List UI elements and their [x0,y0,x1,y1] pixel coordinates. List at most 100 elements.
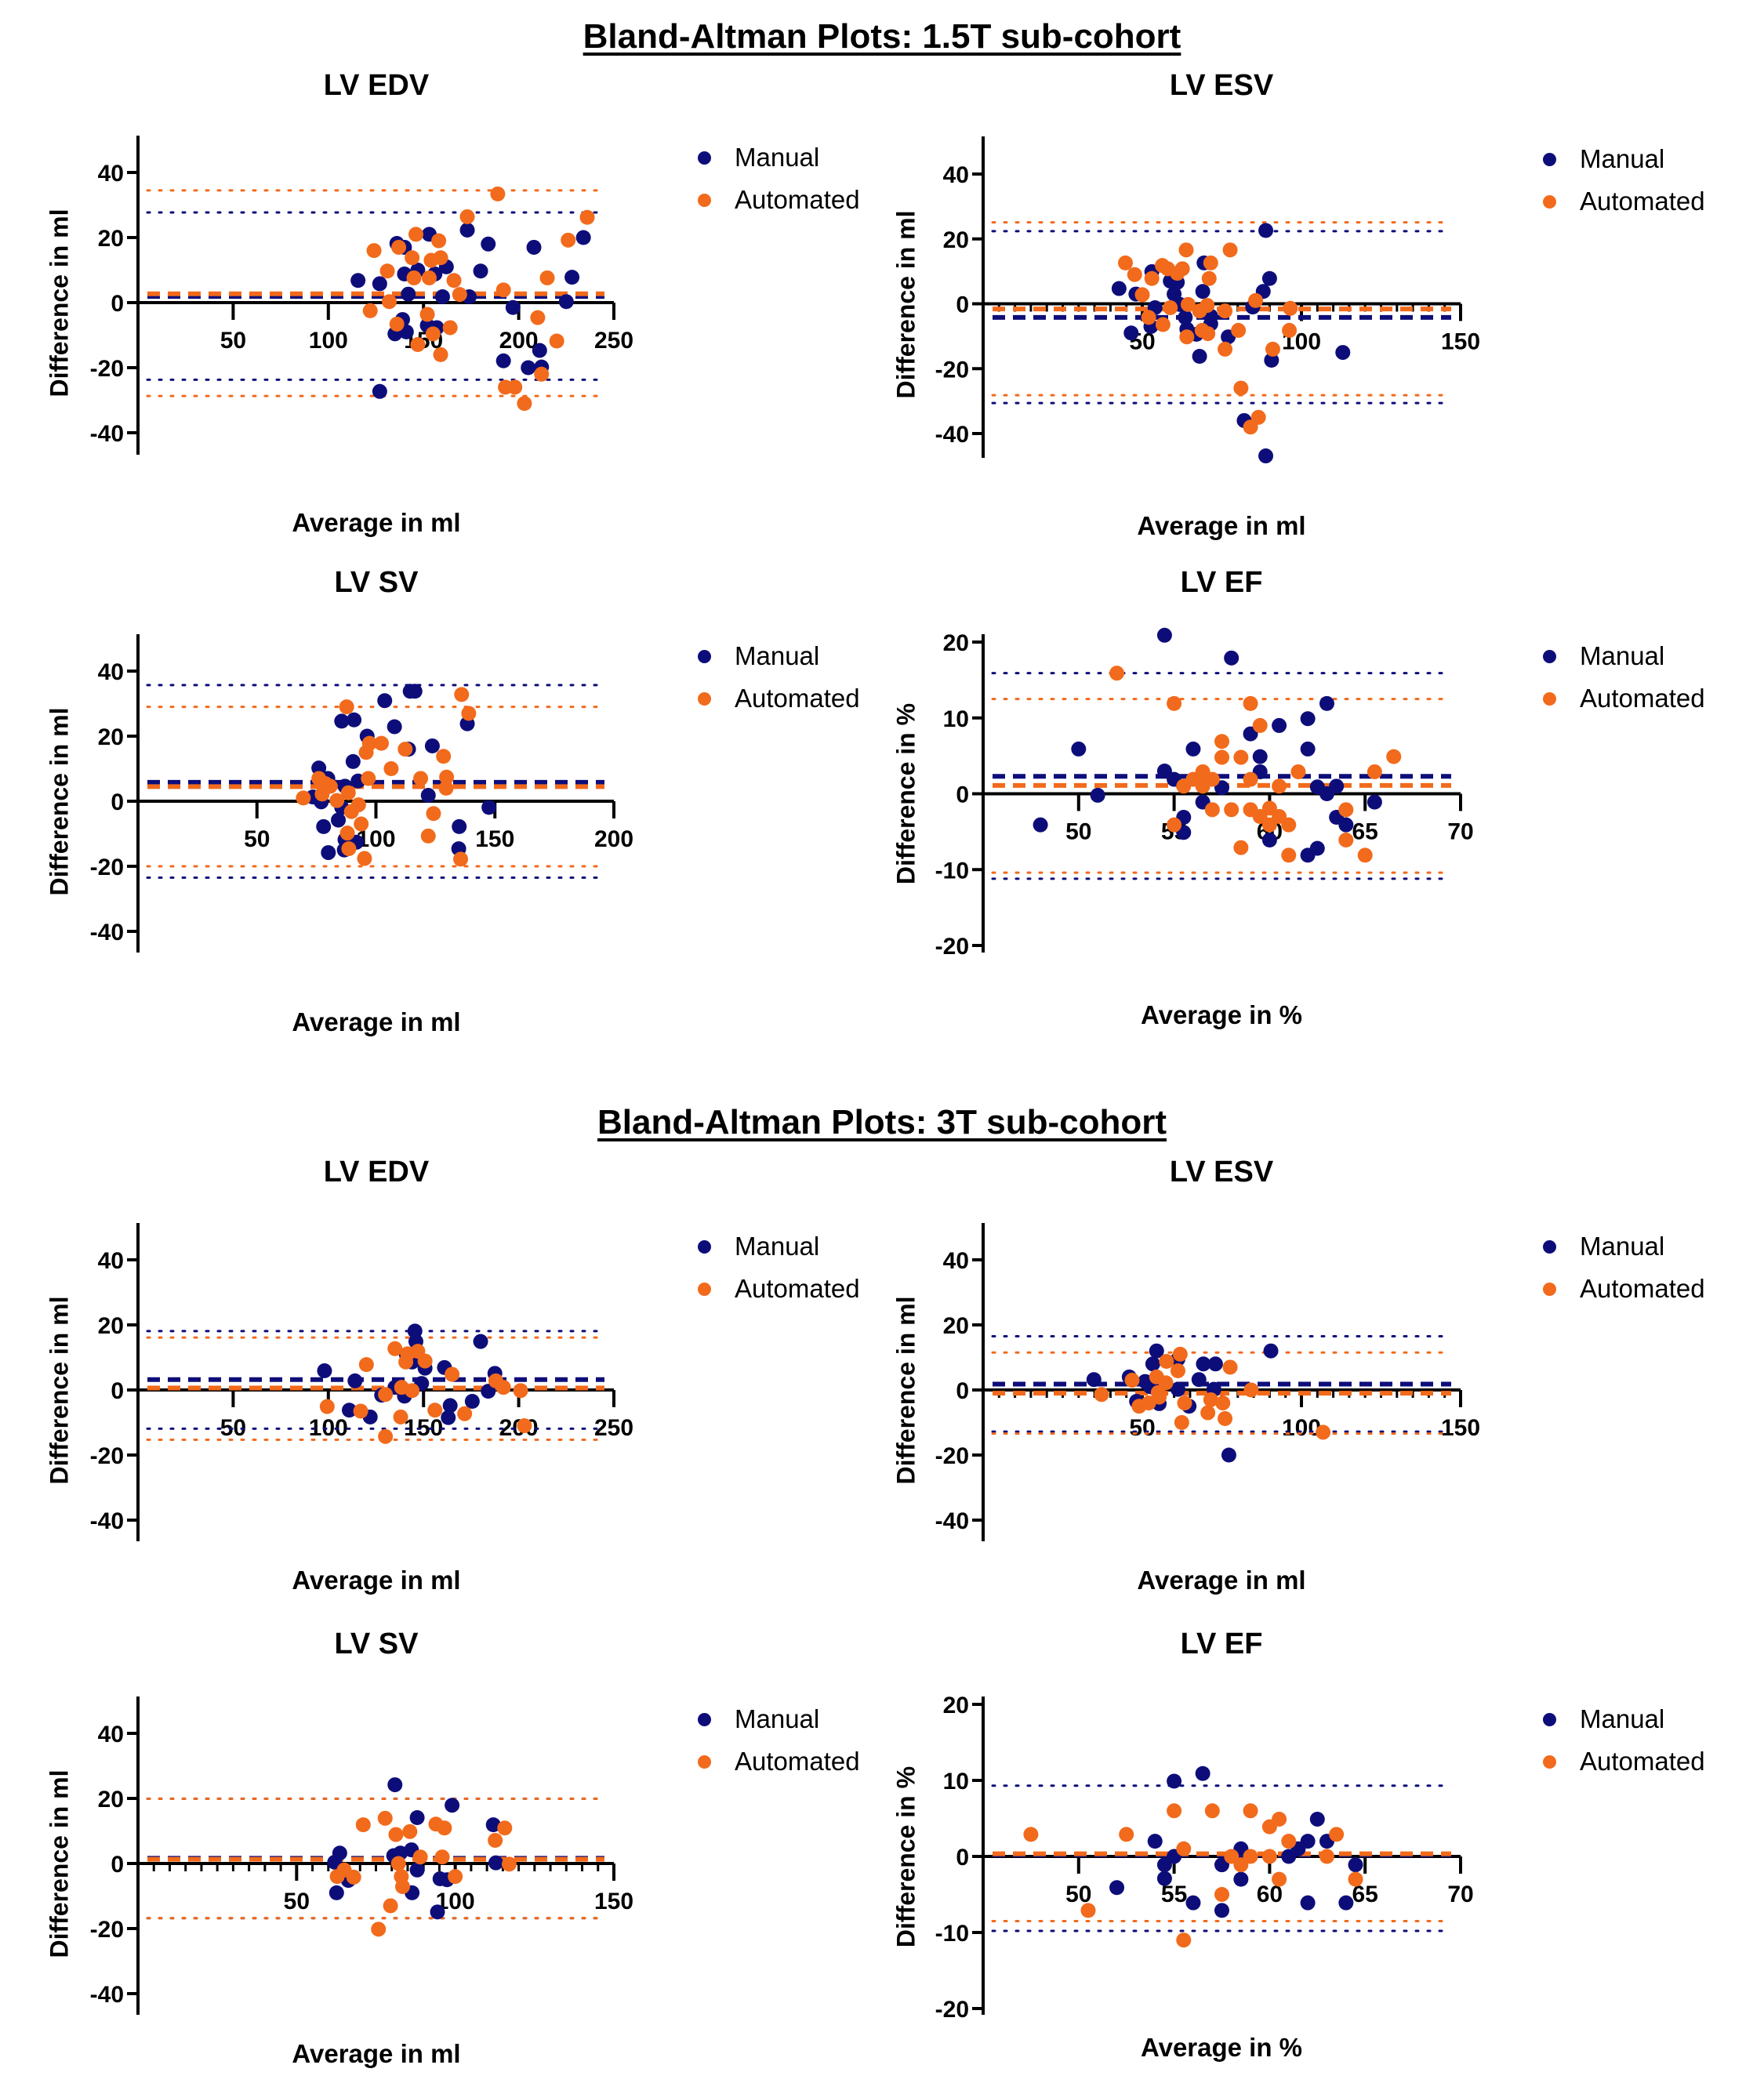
data-point-automated-3t-lv-esv [1159,1353,1174,1369]
data-point-manual-3t-lv-ef [1156,1871,1172,1886]
legend-1-5t-lv-edv: Manual Automated [698,136,860,221]
data-point-automated-3t-lv-sv [402,1824,418,1839]
data-point-manual-3t-lv-esv [1263,1343,1279,1359]
data-point-automated-1-5t-lv-esv [1144,270,1160,286]
data-point-automated-3t-lv-edv [353,1403,368,1419]
data-point-automated-3t-lv-edv [378,1387,394,1403]
data-point-automated-1-5t-lv-esv [1218,303,1233,319]
data-point-automated-1-5t-lv-edv [517,396,532,412]
data-point-automated-1-5t-lv-esv [1134,287,1150,303]
data-point-manual-1-5t-lv-esv [1123,325,1139,341]
data-point-automated-3t-lv-esv [1170,1363,1185,1379]
legend-label-manual: Manual [735,1704,820,1733]
data-point-manual-3t-lv-esv [1145,1356,1160,1372]
legend-marker-automated [1543,1282,1556,1296]
data-point-automated-3t-lv-sv [377,1810,393,1826]
data-point-automated-3t-lv-esv [1243,1382,1259,1398]
data-point-automated-1-5t-lv-sv [339,826,355,841]
data-point-automated-1-5t-lv-sv [383,761,399,776]
data-point-manual-3t-lv-sv [328,1885,344,1900]
data-point-manual-1-5t-lv-sv [316,818,332,834]
data-point-manual-1-5t-lv-edv [459,222,475,238]
data-point-automated-1-5t-lv-ef [1243,771,1258,787]
data-point-manual-3t-lv-ef [1233,1871,1249,1887]
legend-label-automated: Automated [735,684,860,713]
data-point-manual-3t-lv-esv [1191,1372,1207,1388]
data-point-manual-3t-lv-sv [387,1777,403,1793]
legend-label-manual: Manual [735,143,820,172]
data-point-automated-1-5t-lv-edv [405,250,420,266]
data-point-automated-3t-lv-sv [437,1820,452,1836]
data-point-manual-3t-lv-sv [485,1817,501,1833]
data-point-manual-3t-lv-sv [409,1809,425,1825]
data-point-manual-3t-lv-esv [1196,1356,1211,1372]
data-point-manual-1-5t-lv-esv [1195,284,1210,299]
data-point-automated-3t-lv-ef [1233,1857,1249,1873]
data-point-automated-3t-lv-sv [383,1898,398,1914]
data-point-manual-3t-lv-ef [1300,1834,1316,1849]
x-tick-label-3t-lv-ef: 70 [1447,1882,1473,1907]
data-point-manual-3t-lv-edv [441,1410,456,1425]
data-point-automated-1-5t-lv-edv [442,320,458,336]
data-point-automated-1-5t-lv-edv [549,333,564,349]
data-point-manual-3t-lv-ef [1214,1903,1229,1918]
y-tick-label-1-5t-lv-edv: -40 [90,421,124,447]
data-point-automated-1-5t-lv-ef [1224,802,1240,818]
y-tick-label-3t-lv-sv: -40 [90,1982,124,2008]
y-tick-label-1-5t-lv-esv: 0 [956,292,969,318]
data-point-manual-1-5t-lv-ef [1033,817,1048,833]
data-point-automated-3t-lv-ef [1319,1849,1334,1864]
data-point-automated-1-5t-lv-sv [436,749,452,764]
data-point-automated-1-5t-lv-edv [408,227,423,242]
data-point-manual-1-5t-lv-esv [1192,349,1207,365]
y-tick-label-3t-lv-ef: 20 [943,1693,969,1718]
legend-3t-lv-ef: Manual Automated [1543,1698,1705,1783]
panel-title-1-5t-lv-esv: LV ESV [1169,69,1274,102]
data-point-automated-3t-lv-esv [1124,1373,1140,1388]
data-point-automated-1-5t-lv-edv [530,310,546,325]
data-point-automated-3t-lv-esv [1158,1375,1174,1391]
legend-label-automated: Automated [1580,684,1705,713]
data-point-automated-3t-lv-ef [1023,1827,1039,1842]
data-point-automated-3t-lv-edv [393,1409,408,1424]
data-point-automated-1-5t-lv-ef [1204,802,1220,818]
data-point-automated-3t-lv-ef [1329,1827,1345,1842]
y-tick-label-1-5t-lv-sv: 40 [98,659,124,685]
data-point-manual-3t-lv-edv [347,1373,363,1388]
data-point-automated-3t-lv-esv [1215,1395,1231,1411]
data-point-manual-1-5t-lv-ef [1261,833,1277,848]
data-point-automated-1-5t-lv-edv [425,326,441,342]
data-point-automated-1-5t-lv-sv [340,785,356,800]
y-tick-label-3t-lv-sv: 20 [98,1787,124,1813]
data-point-automated-3t-lv-edv [445,1366,460,1382]
data-point-automated-1-5t-lv-edv [459,209,475,224]
y-tick-label-3t-lv-ef: 0 [956,1845,969,1871]
y-tick-label-3t-lv-esv: -40 [935,1508,969,1534]
data-point-automated-3t-lv-edv [427,1403,443,1418]
data-point-manual-1-5t-lv-sv [420,788,436,804]
data-point-manual-1-5t-lv-esv [1258,448,1274,464]
legend-label-automated: Automated [735,185,860,214]
legend-marker-automated [1543,1755,1556,1769]
y-tick-label-1-5t-lv-ef: -10 [935,858,969,884]
legend-label-automated: Automated [1580,1274,1705,1303]
data-point-automated-3t-lv-esv [1177,1395,1192,1411]
legend-marker-manual [698,1712,711,1726]
x-axis-label-3t-lv-sv: Average in ml [292,2039,461,2068]
data-point-manual-3t-lv-esv [1086,1372,1102,1388]
x-tick-label-1-5t-lv-ef: 70 [1447,819,1473,845]
data-point-automated-3t-lv-sv [388,1827,404,1842]
data-point-automated-1-5t-lv-sv [453,851,469,867]
data-point-manual-3t-lv-ef [1338,1895,1354,1911]
data-point-manual-1-5t-lv-edv [505,299,521,315]
data-point-automated-3t-lv-sv [346,1869,361,1885]
data-point-manual-3t-lv-sv [409,1862,425,1878]
x-axis-label-3t-lv-ef: Average in % [1140,2033,1303,2062]
data-point-automated-3t-lv-ef [1119,1827,1134,1842]
data-point-automated-3t-lv-edv [495,1380,511,1395]
data-point-manual-3t-lv-ef [1147,1834,1163,1849]
data-point-manual-1-5t-lv-esv [1264,352,1279,368]
data-point-manual-1-5t-lv-ef [1090,787,1105,803]
legend-marker-manual [1543,1239,1556,1254]
x-tick-label-1-5t-lv-edv: 200 [499,328,539,354]
